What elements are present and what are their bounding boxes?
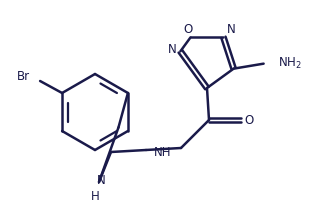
Text: NH$_2$: NH$_2$ <box>278 56 301 71</box>
Text: O: O <box>183 23 192 36</box>
Text: N: N <box>227 23 236 36</box>
Text: H: H <box>91 189 99 202</box>
Text: N: N <box>168 43 177 56</box>
Text: N: N <box>97 174 106 186</box>
Text: O: O <box>244 113 254 127</box>
Text: Br: Br <box>17 69 30 82</box>
Text: NH: NH <box>153 146 171 158</box>
